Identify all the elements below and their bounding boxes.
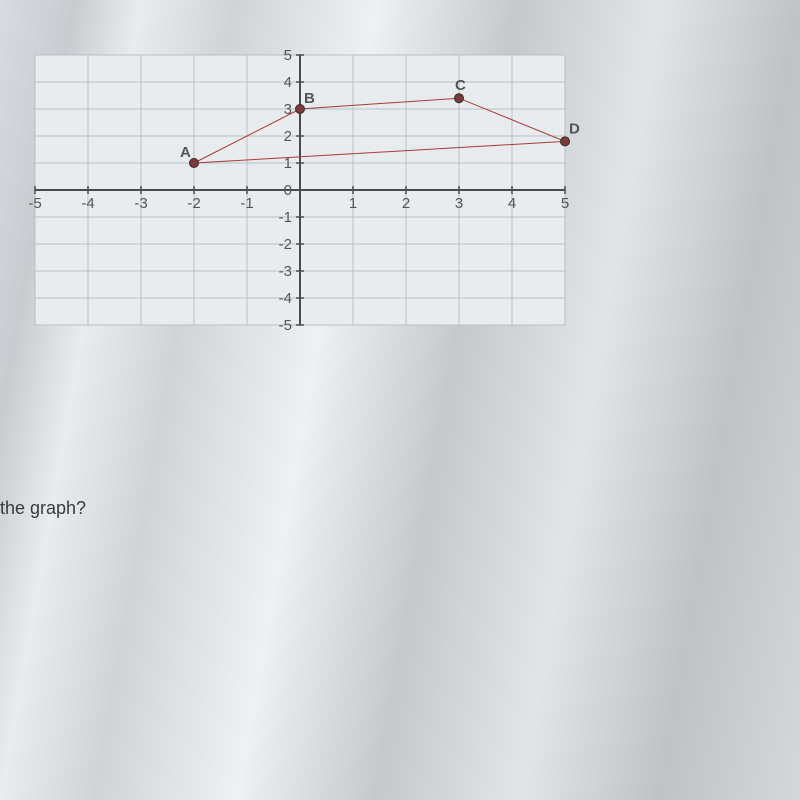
svg-text:-5: -5	[279, 317, 292, 334]
chart-svg: -5-4-3-2-112345-5-4-3-2-1012345ABCD	[0, 20, 610, 340]
svg-text:2: 2	[284, 128, 292, 145]
svg-text:-1: -1	[240, 195, 253, 212]
svg-text:4: 4	[508, 195, 516, 212]
svg-text:4: 4	[284, 74, 292, 91]
svg-text:C: C	[455, 77, 466, 94]
svg-text:B: B	[304, 90, 315, 107]
svg-text:0: 0	[284, 182, 292, 199]
svg-text:5: 5	[561, 195, 569, 212]
svg-text:-3: -3	[134, 195, 147, 212]
svg-text:-1: -1	[279, 209, 292, 226]
svg-text:5: 5	[284, 47, 292, 64]
svg-text:-5: -5	[28, 195, 41, 212]
svg-text:-2: -2	[187, 195, 200, 212]
svg-text:-4: -4	[279, 290, 292, 307]
svg-text:3: 3	[455, 195, 463, 212]
svg-text:A: A	[180, 144, 191, 161]
svg-text:D: D	[569, 120, 580, 137]
svg-text:-2: -2	[279, 236, 292, 253]
svg-text:2: 2	[402, 195, 410, 212]
coordinate-chart: -5-4-3-2-112345-5-4-3-2-1012345ABCD	[0, 20, 610, 345]
svg-text:-4: -4	[81, 195, 94, 212]
svg-text:-3: -3	[279, 263, 292, 280]
svg-text:1: 1	[349, 195, 357, 212]
question-fragment: the graph?	[0, 498, 86, 519]
